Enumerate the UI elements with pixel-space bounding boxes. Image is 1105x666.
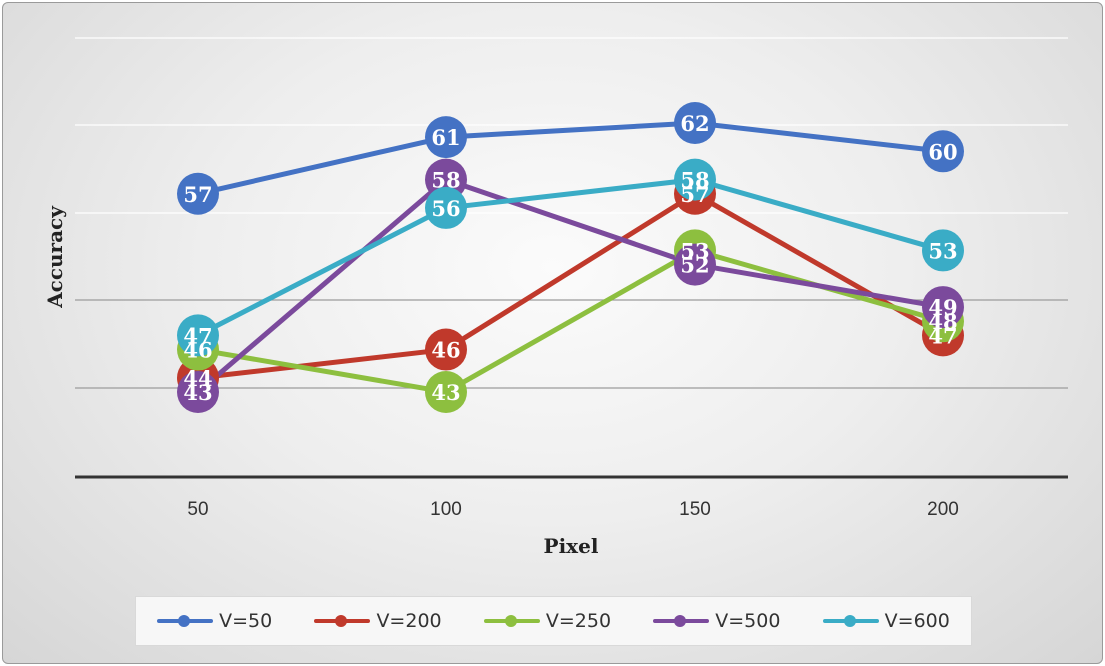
data-label: 47 bbox=[928, 323, 957, 348]
legend-swatch bbox=[822, 615, 879, 627]
data-label: 57 bbox=[680, 182, 709, 207]
data-label: 58 bbox=[680, 168, 709, 193]
data-label: 47 bbox=[183, 323, 212, 348]
x-tick-label: 200 bbox=[927, 499, 959, 520]
legend-label: V=600 bbox=[884, 610, 950, 632]
x-tick-label: 150 bbox=[679, 499, 711, 520]
data-point bbox=[922, 286, 964, 329]
data-point bbox=[674, 243, 716, 286]
data-point bbox=[674, 158, 716, 201]
data-point bbox=[425, 186, 467, 229]
data-label: 60 bbox=[928, 139, 957, 164]
data-label: 44 bbox=[183, 366, 212, 391]
data-label: 61 bbox=[431, 125, 460, 150]
data-point bbox=[177, 314, 219, 357]
legend-label: V=200 bbox=[376, 610, 442, 632]
legend-item: V=500 bbox=[653, 610, 780, 632]
data-label: 57 bbox=[183, 182, 212, 207]
data-label: 62 bbox=[680, 111, 709, 136]
legend-swatch bbox=[483, 615, 540, 627]
legend-item: V=200 bbox=[314, 610, 442, 632]
legend-label: V=500 bbox=[715, 610, 781, 632]
data-point bbox=[922, 229, 964, 272]
data-point bbox=[177, 172, 219, 215]
data-label: 46 bbox=[183, 338, 212, 363]
data-label: 43 bbox=[431, 380, 460, 405]
x-tick-label: 100 bbox=[430, 499, 462, 520]
series-line-V=600 bbox=[195, 177, 946, 338]
legend-label: V=50 bbox=[219, 610, 273, 632]
data-point bbox=[425, 328, 467, 371]
legend-label: V=250 bbox=[545, 610, 612, 632]
legend-swatch bbox=[314, 615, 371, 627]
data-label: 46 bbox=[431, 338, 460, 363]
data-point bbox=[674, 101, 716, 144]
series-line-V=500 bbox=[195, 177, 946, 395]
data-point bbox=[425, 116, 467, 159]
data-label: 52 bbox=[680, 253, 709, 278]
data-point bbox=[425, 371, 467, 414]
legend-swatch bbox=[653, 615, 710, 627]
legend-swatch bbox=[157, 615, 214, 627]
x-tick-label: 50 bbox=[187, 499, 208, 520]
data-label: 49 bbox=[928, 295, 957, 320]
legend-item: V=600 bbox=[822, 610, 950, 632]
legend-item: V=50 bbox=[157, 610, 272, 632]
data-label: 58 bbox=[431, 168, 460, 193]
data-label: 53 bbox=[928, 238, 957, 263]
series-line-V=200 bbox=[195, 191, 946, 381]
x-axis-title: Pixel bbox=[544, 534, 599, 558]
legend: V=50 V=200 V=250 V=500 V=600 bbox=[135, 596, 972, 646]
data-label: 56 bbox=[431, 196, 460, 221]
legend-item: V=250 bbox=[483, 610, 612, 632]
data-label: 43 bbox=[183, 380, 212, 405]
data-label: 53 bbox=[680, 238, 709, 263]
series-line-V=50 bbox=[195, 120, 946, 197]
data-label: 48 bbox=[928, 309, 957, 334]
data-point bbox=[177, 371, 219, 414]
y-axis-title: Accuracy bbox=[43, 205, 67, 309]
data-point bbox=[922, 130, 964, 173]
